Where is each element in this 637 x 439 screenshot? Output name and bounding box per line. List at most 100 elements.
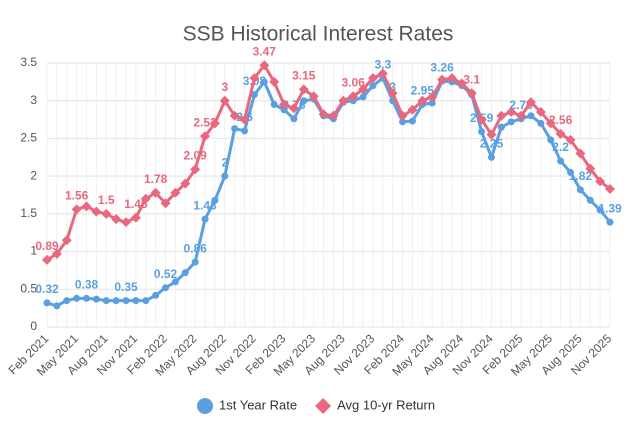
data-label: 2	[221, 155, 228, 169]
point	[290, 115, 298, 123]
data-label: 1.78	[144, 172, 168, 186]
y-tick-label: 3.5	[20, 55, 37, 69]
point	[437, 74, 448, 85]
point	[111, 214, 122, 225]
point	[63, 297, 71, 305]
point	[318, 109, 329, 120]
point	[101, 208, 112, 219]
legend-label: 1st Year Rate	[219, 397, 297, 412]
point	[387, 88, 398, 99]
point	[527, 112, 535, 120]
point	[476, 114, 487, 125]
data-label: 1.5	[98, 193, 115, 207]
point	[397, 110, 408, 121]
point	[298, 84, 309, 95]
point	[359, 93, 367, 101]
point	[557, 157, 565, 165]
point	[81, 201, 92, 212]
data-label: 3.3	[374, 57, 391, 71]
point	[417, 95, 428, 106]
point	[61, 235, 72, 246]
point	[190, 164, 201, 175]
point	[506, 107, 517, 118]
point	[566, 168, 574, 176]
point	[478, 128, 486, 136]
point	[152, 291, 160, 299]
data-label: 0.32	[35, 282, 59, 296]
data-label: 2.2	[552, 140, 569, 154]
point	[229, 110, 240, 121]
data-label: 3.1	[463, 72, 480, 86]
point	[486, 129, 497, 140]
y-tick-label: 0	[30, 319, 37, 333]
data-label: 3	[389, 80, 396, 94]
point	[575, 148, 586, 159]
data-label: 3.15	[292, 69, 316, 83]
point	[408, 117, 416, 125]
data-label: 1.39	[598, 201, 622, 215]
point	[150, 187, 161, 198]
point	[249, 73, 260, 84]
point	[140, 193, 151, 204]
point	[239, 114, 250, 125]
point	[576, 186, 584, 194]
data-label: 2.56	[549, 113, 573, 127]
point	[231, 125, 239, 133]
data-label: 3.47	[253, 44, 277, 58]
legend-label: Avg 10-yr Return	[337, 397, 435, 412]
point	[446, 73, 457, 84]
point	[250, 91, 258, 99]
point	[535, 107, 546, 118]
point	[596, 206, 604, 214]
point	[51, 248, 62, 259]
legend-marker	[315, 398, 332, 414]
point	[279, 99, 290, 110]
point	[269, 76, 280, 87]
point	[160, 198, 171, 209]
point	[466, 88, 477, 99]
point	[122, 297, 130, 305]
point	[83, 294, 91, 302]
data-label: 2.09	[183, 149, 207, 163]
point	[73, 294, 81, 302]
point	[565, 134, 576, 145]
point	[428, 99, 436, 107]
data-label: 0.86	[183, 241, 207, 255]
point	[585, 163, 596, 174]
point	[132, 297, 140, 305]
point	[71, 204, 82, 215]
point	[328, 110, 339, 121]
data-label: 0.35	[114, 280, 138, 294]
point	[586, 196, 594, 204]
data-label: 0.89	[35, 239, 59, 253]
point	[130, 212, 141, 223]
point	[427, 91, 438, 102]
point	[270, 100, 278, 108]
point	[507, 118, 515, 126]
point	[211, 196, 219, 204]
data-label: 3	[221, 80, 228, 94]
point	[496, 110, 507, 121]
point	[180, 178, 191, 189]
point	[456, 78, 467, 89]
point	[170, 187, 181, 198]
point	[162, 284, 170, 292]
data-label: 2.25	[480, 136, 504, 150]
point	[280, 106, 288, 114]
point	[92, 295, 100, 303]
data-label: 1.82	[569, 169, 593, 183]
point	[300, 97, 308, 105]
y-tick-label: 1.5	[20, 206, 37, 220]
point	[399, 118, 407, 126]
point	[201, 215, 209, 223]
series-line	[46, 62, 611, 262]
point	[545, 118, 556, 129]
data-label: 0.52	[154, 267, 178, 281]
point	[259, 60, 270, 71]
point	[260, 78, 268, 86]
point	[43, 299, 51, 307]
point	[338, 95, 349, 106]
y-tick-label: 1	[30, 244, 37, 258]
